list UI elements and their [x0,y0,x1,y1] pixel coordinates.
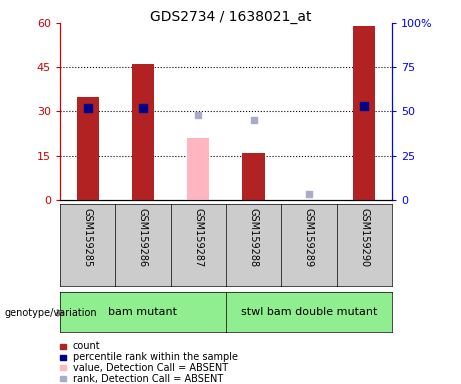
Point [250,117,257,123]
Point [361,103,368,109]
Text: rank, Detection Call = ABSENT: rank, Detection Call = ABSENT [73,374,223,384]
Text: bam mutant: bam mutant [108,307,177,317]
Text: GSM159290: GSM159290 [359,208,369,267]
Text: GSM159287: GSM159287 [193,208,203,267]
Text: percentile rank within the sample: percentile rank within the sample [73,352,238,362]
Text: genotype/variation: genotype/variation [5,308,97,318]
Text: GSM159285: GSM159285 [83,208,93,267]
Bar [132,64,154,200]
Bar [353,26,375,200]
Point [139,105,147,111]
Point [195,112,202,118]
Text: GDS2734 / 1638021_at: GDS2734 / 1638021_at [150,10,311,23]
Text: GSM159289: GSM159289 [304,208,314,267]
Text: count: count [73,341,100,351]
Point [305,191,313,197]
Bar [60,376,66,381]
Bar [60,344,66,349]
Bar [77,97,99,200]
Text: value, Detection Call = ABSENT: value, Detection Call = ABSENT [73,363,228,373]
Text: GSM159288: GSM159288 [248,208,259,267]
Point [84,105,91,111]
Bar [187,138,209,200]
Bar [60,355,66,359]
Text: GSM159286: GSM159286 [138,208,148,267]
Text: stwl bam double mutant: stwl bam double mutant [241,307,377,317]
Bar [242,152,265,200]
Bar [60,366,66,370]
